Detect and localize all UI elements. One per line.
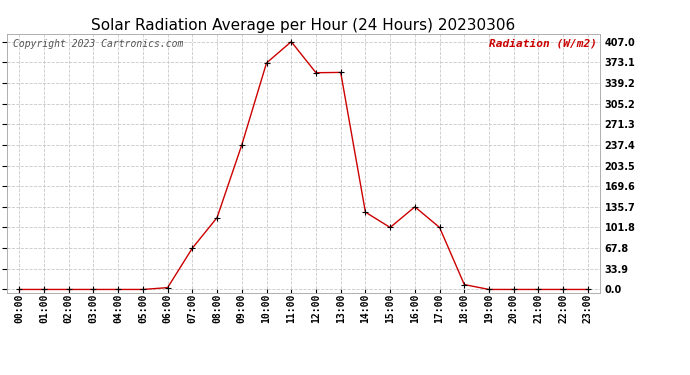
Text: Radiation (W/m2): Radiation (W/m2)	[489, 39, 598, 49]
Text: Copyright 2023 Cartronics.com: Copyright 2023 Cartronics.com	[13, 39, 184, 49]
Title: Solar Radiation Average per Hour (24 Hours) 20230306: Solar Radiation Average per Hour (24 Hou…	[92, 18, 515, 33]
